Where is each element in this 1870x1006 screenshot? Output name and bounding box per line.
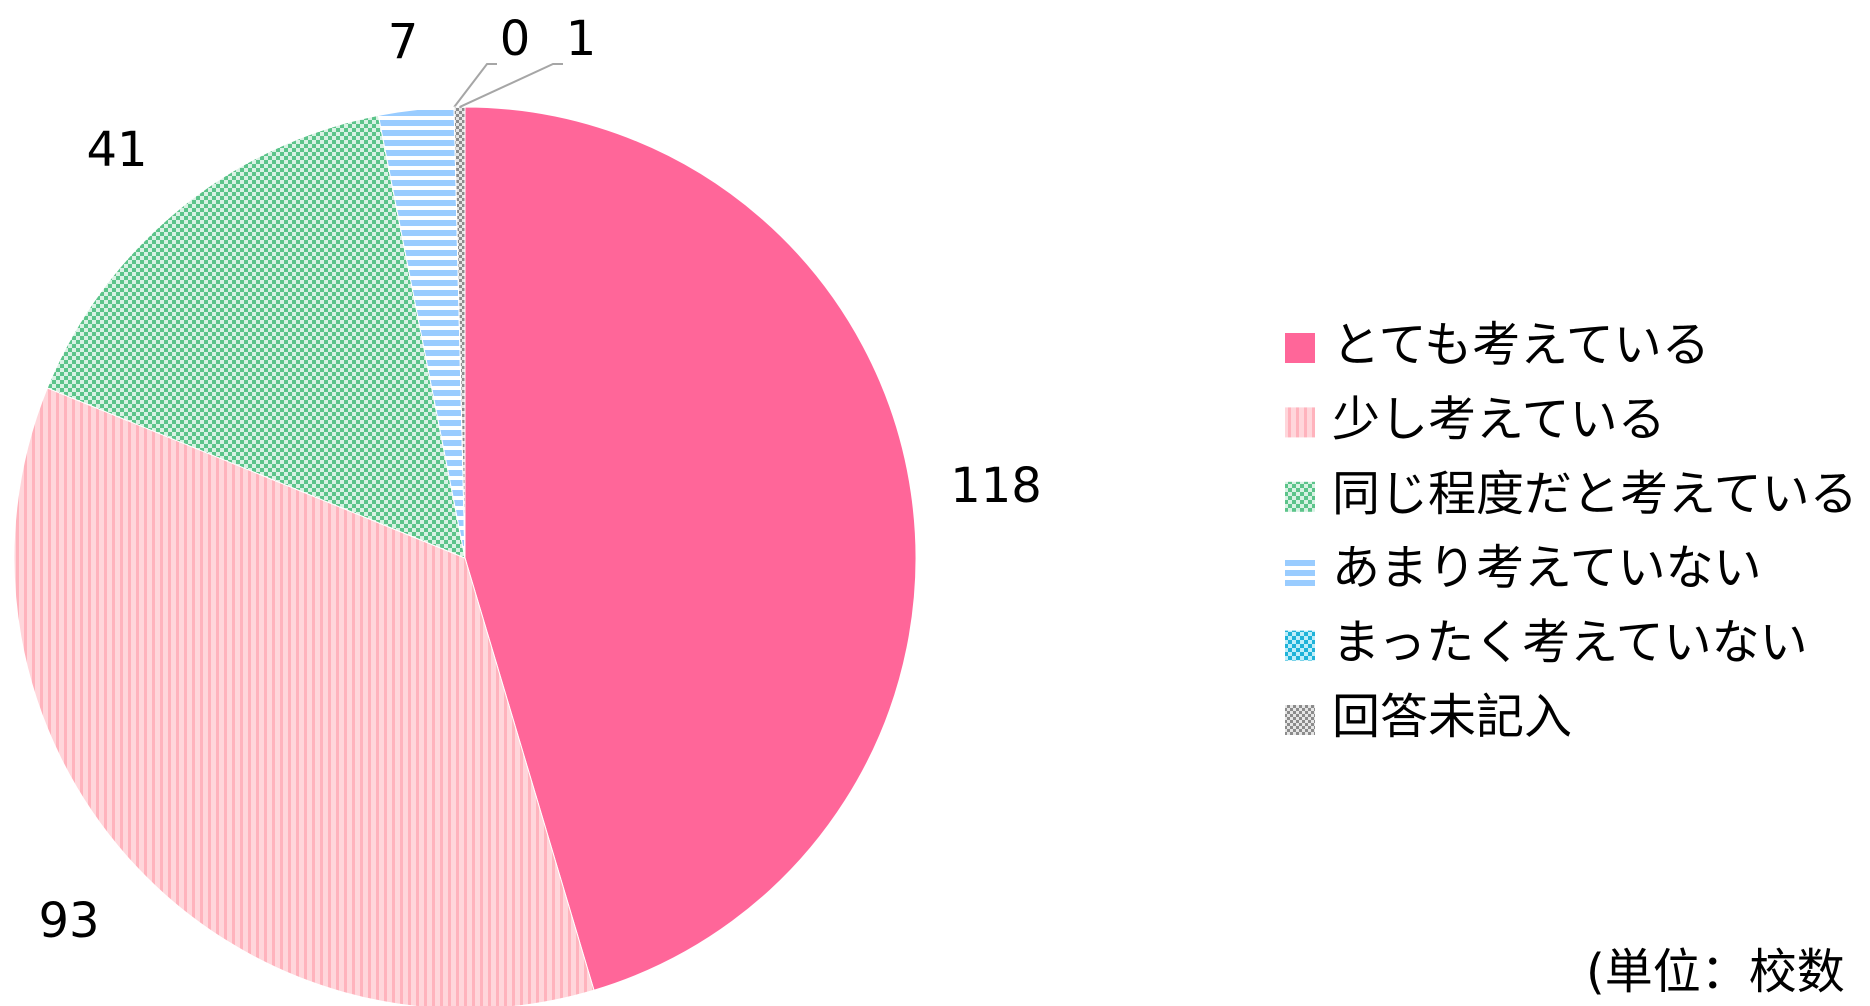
pie-slice: [464, 106, 917, 991]
data-label: 7: [388, 14, 419, 70]
data-label: 118: [950, 458, 1042, 514]
data-label: 0: [500, 11, 531, 67]
legend-label: まったく考えていない: [1332, 615, 1808, 671]
leader-line: [453, 63, 497, 108]
unit-note: (単位：校数: [1586, 944, 1845, 1000]
legend-swatch: [1285, 407, 1315, 438]
pie-slice: [13, 387, 595, 1006]
legend-swatch: [1285, 556, 1315, 587]
legend-label: 回答未記入: [1332, 689, 1572, 745]
leader-line: [459, 63, 563, 108]
data-label: 93: [38, 893, 99, 949]
legend-label: あまり考えていない: [1332, 540, 1762, 596]
pie-slice: [46, 114, 466, 559]
data-label: 1: [566, 11, 597, 67]
legend-swatch: [1285, 705, 1315, 735]
legend-swatch: [1285, 333, 1315, 363]
legend-swatch: [1285, 481, 1315, 512]
pie-slice: [453, 106, 466, 559]
legend-swatch: [1285, 630, 1315, 661]
legend-label: とても考えている: [1332, 317, 1710, 373]
legend-label: 少し考えている: [1332, 391, 1666, 447]
data-label: 41: [86, 122, 147, 178]
legend-label: 同じ程度だと考えている: [1332, 466, 1858, 522]
